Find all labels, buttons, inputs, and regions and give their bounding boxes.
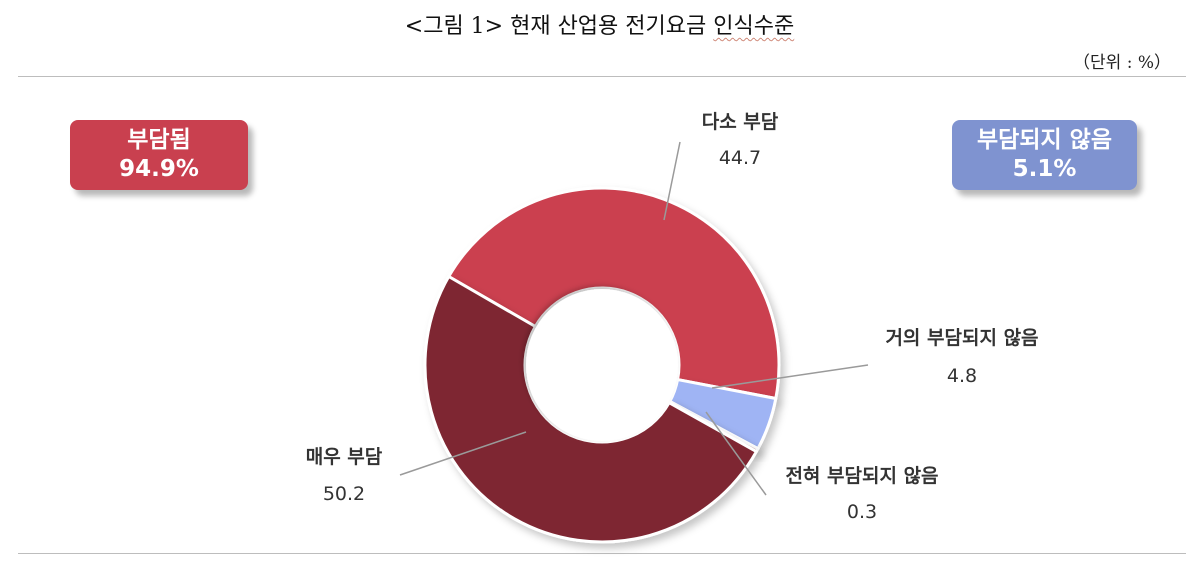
value-label-very-burdened: 50.2 bbox=[323, 483, 365, 505]
category-label-somewhat-burdened: 다소 부담 bbox=[702, 111, 779, 133]
category-label-very-burdened: 매우 부담 bbox=[306, 446, 383, 468]
leader-lines bbox=[399, 141, 869, 496]
donut-segments bbox=[423, 186, 781, 544]
value-label-hardly-burdened: 4.8 bbox=[947, 365, 977, 387]
chart-title: <그림 1> 현재 산업용 전기요금 인식수준 bbox=[0, 8, 1199, 40]
chart-title-emphasis: 인식수준 bbox=[713, 14, 795, 39]
data-labels: 다소 부담 44.7 거의 부담되지 않음 4.8 전혀 부담되지 않음 0.3 매우 부담… bbox=[306, 111, 1039, 523]
donut-hole bbox=[526, 289, 678, 441]
unit-label: （단위 : %） bbox=[1073, 53, 1171, 73]
leader-line-hardly-burdened bbox=[711, 364, 869, 389]
value-label-not-burdened-at-all: 0.3 bbox=[847, 501, 877, 523]
chart-title-prefix: <그림 1> 현재 산업용 전기요금 bbox=[404, 14, 714, 39]
burden-total-badge: 부담됨 94.9% bbox=[70, 120, 248, 190]
no-burden-total-badge: 부담되지 않음 5.1% bbox=[952, 120, 1137, 190]
no-burden-total-value: 5.1% bbox=[1012, 156, 1077, 182]
segment-very-burdened bbox=[423, 275, 758, 544]
leader-line-somewhat-burdened bbox=[663, 141, 681, 221]
segment-somewhat-burdened bbox=[447, 186, 781, 401]
bottom-divider bbox=[18, 553, 1186, 554]
value-label-somewhat-burdened: 44.7 bbox=[719, 147, 761, 169]
burden-total-value: 94.9% bbox=[119, 156, 199, 182]
category-label-not-burdened-at-all: 전혀 부담되지 않음 bbox=[785, 465, 938, 487]
category-label-hardly-burdened: 거의 부담되지 않음 bbox=[885, 327, 1038, 349]
leader-line-very-burdened bbox=[399, 431, 527, 476]
no-burden-total-label: 부담되지 않음 bbox=[977, 127, 1112, 153]
burden-total-label: 부담됨 bbox=[127, 127, 191, 153]
top-divider bbox=[18, 76, 1186, 77]
leader-line-not-burdened-at-all bbox=[705, 411, 767, 496]
